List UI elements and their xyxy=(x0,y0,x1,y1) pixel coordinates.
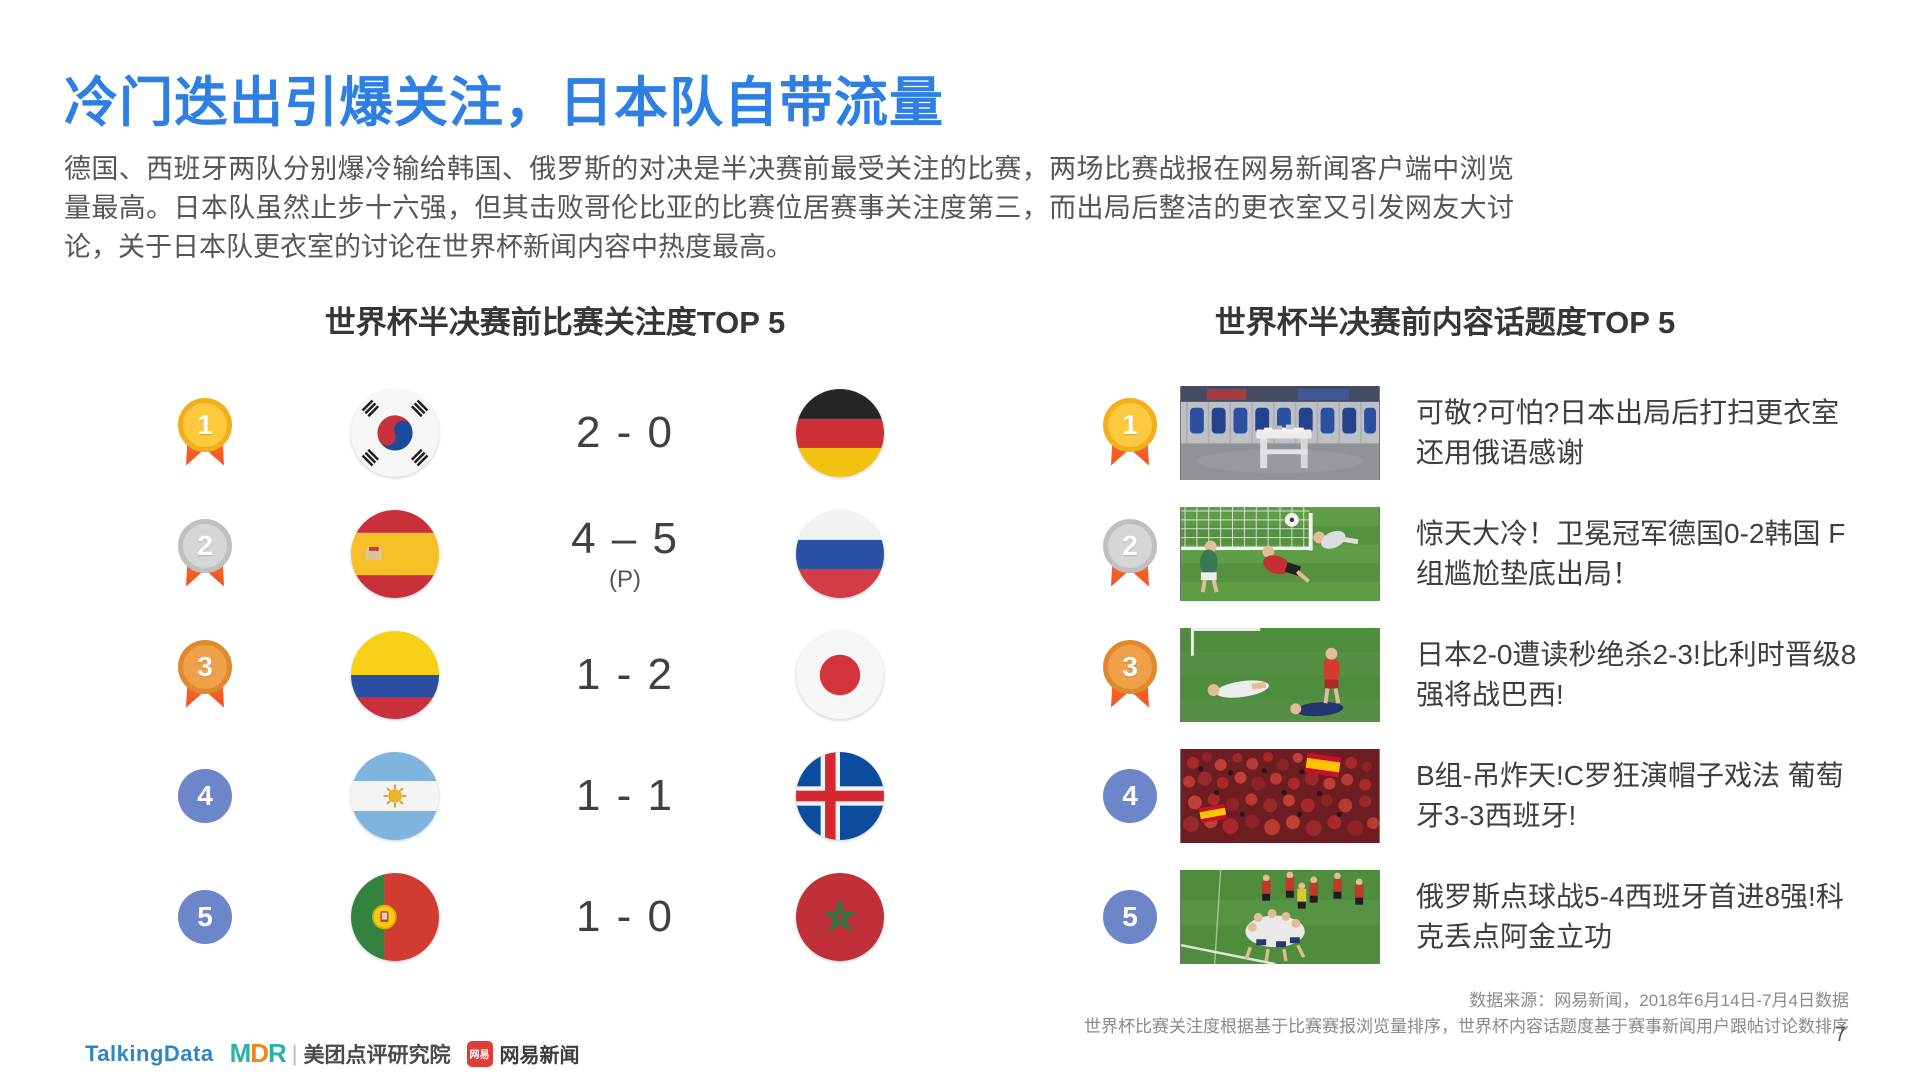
match-row: 1 2 - 0 xyxy=(130,372,940,493)
talkingdata-logo: TalkingData xyxy=(85,1040,214,1066)
score-cell: 2 - 0 xyxy=(576,408,674,458)
score-note: (P) xyxy=(609,565,641,593)
match-score: 2 - 0 xyxy=(575,407,675,457)
match-row: 4 1 - 1 xyxy=(130,735,940,856)
topic-headline: B组-吊炸天!C罗狂演帽子戏法 葡萄牙3-3西班牙! xyxy=(1416,759,1844,831)
score-cell: 1 - 0 xyxy=(576,892,674,942)
page-number: 7 xyxy=(1834,1024,1846,1046)
score-cell: 1 - 2 xyxy=(576,650,674,700)
medal-rank-number: 2 xyxy=(178,518,232,573)
topic-row: 2 惊天大冷！卫冕冠军德国0-2韩国 F组尴尬垫底出局！ xyxy=(1080,493,1870,614)
topic-row: 1 可敬?可怕? xyxy=(1080,372,1870,493)
rank-2-medal-icon: 2 xyxy=(1101,518,1159,589)
rank-5-badge: 5 xyxy=(178,889,232,944)
match-score: 1 - 1 xyxy=(575,770,675,820)
topic-row: 3 日本2-0遭读秒绝杀2-3!比利时晋级8强将战巴西! xyxy=(1080,614,1870,735)
thumbnail-players-on-pitch xyxy=(1180,627,1380,722)
flag-spain-icon xyxy=(351,509,439,598)
flag-germany-icon xyxy=(796,388,884,477)
score-cell: 1 - 1 xyxy=(576,771,674,821)
match-attention-list: 1 2 - 0 xyxy=(130,372,940,977)
rank-1-medal-icon: 1 xyxy=(1101,397,1159,468)
match-score: 4 – 5 xyxy=(571,513,679,563)
flag-portugal-icon xyxy=(351,872,439,961)
topic-headline: 日本2-0遭读秒绝杀2-3!比利时晋级8强将战巴西! xyxy=(1416,638,1857,710)
meituan-research-label: 美团点评研究院 xyxy=(303,1043,451,1067)
medal-rank-number: 1 xyxy=(178,397,232,452)
score-cell: 4 – 5 (P) xyxy=(571,514,679,594)
match-row: 3 1 - 2 xyxy=(130,614,940,735)
flag-colombia-icon xyxy=(351,630,439,719)
rank-2-medal-icon: 2 xyxy=(176,518,234,589)
content-topic-list: 1 可敬?可怕? xyxy=(1080,372,1870,977)
left-panel-heading: 世界杯半决赛前比赛关注度TOP 5 xyxy=(324,305,786,340)
medal-rank-number: 1 xyxy=(1103,397,1157,452)
topic-headline: 可敬?可怕?日本出局后打扫更衣室 还用俄语感谢 xyxy=(1416,396,1840,468)
right-panel-heading: 世界杯半决赛前内容话题度TOP 5 xyxy=(1214,305,1676,340)
medal-rank-number: 3 xyxy=(1103,639,1157,694)
flag-south-korea-icon xyxy=(351,388,439,477)
netease-news-label: 网易新闻 xyxy=(499,1045,580,1067)
thumbnail-fan-crowd xyxy=(1180,748,1380,843)
match-row: 5 1 - 0 xyxy=(130,856,940,977)
flag-japan-icon xyxy=(796,630,884,719)
intro-paragraph: 德国、西班牙两队分别爆冷输给韩国、俄罗斯的对决是半决赛前最受关注的比赛，两场比赛… xyxy=(64,154,1514,263)
thumbnail-goal-scene xyxy=(1180,506,1380,601)
flag-argentina-icon xyxy=(351,751,439,840)
topic-headline: 惊天大冷！卫冕冠军德国0-2韩国 F组尴尬垫底出局！ xyxy=(1416,517,1846,589)
mdr-letters: MDR xyxy=(229,1038,287,1068)
data-source-note: 数据来源：网易新闻，2018年6月14日-7月4日数据 世界杯比赛关注度根据基于… xyxy=(1084,988,1849,1039)
match-row: 2 4 – 5 (P) xyxy=(130,493,940,614)
topic-row: 4 B组-吊炸天!C罗狂演帽子戏法 葡萄牙3-3西班牙! xyxy=(1080,735,1870,856)
match-score: 1 - 2 xyxy=(575,649,675,699)
thumbnail-locker-room xyxy=(1180,385,1380,480)
netease-news-logo: 网易 网易新闻 xyxy=(466,1039,580,1068)
medal-rank-number: 3 xyxy=(178,639,232,694)
rank-1-medal-icon: 1 xyxy=(176,397,234,468)
rank-4-badge: 4 xyxy=(1103,768,1157,823)
flag-russia-icon xyxy=(796,509,884,598)
rank-3-medal-icon: 3 xyxy=(176,639,234,710)
rank-4-badge: 4 xyxy=(178,768,232,823)
source-line-1: 数据来源：网易新闻，2018年6月14日-7月4日数据 xyxy=(1469,991,1849,1010)
logo-divider: | xyxy=(291,1040,298,1066)
match-score: 1 - 0 xyxy=(575,891,675,941)
topic-row: 5 xyxy=(1080,856,1870,977)
rank-5-badge: 5 xyxy=(1103,889,1157,944)
flag-morocco-icon xyxy=(796,872,884,961)
topic-headline: 俄罗斯点球战5-4西班牙首进8强!科克丢点阿金立功 xyxy=(1416,880,1844,952)
thumbnail-team-celebration xyxy=(1180,869,1380,964)
page-title: 冷门迭出引爆关注，日本队自带流量 xyxy=(64,73,944,133)
mdr-meituan-logo: MDR | 美团点评研究院 xyxy=(230,1038,451,1069)
rank-3-medal-icon: 3 xyxy=(1101,639,1159,710)
netease-badge-icon: 网易 xyxy=(466,1040,493,1067)
flag-iceland-icon xyxy=(796,751,884,840)
source-line-2: 世界杯比赛关注度根据基于比赛赛报浏览量排序，世界杯内容话题度基于赛事新闻用户跟帖… xyxy=(1084,1016,1849,1036)
footer-logos: TalkingData MDR | 美团点评研究院 网易 网易新闻 xyxy=(85,1038,580,1069)
medal-rank-number: 2 xyxy=(1103,518,1157,573)
